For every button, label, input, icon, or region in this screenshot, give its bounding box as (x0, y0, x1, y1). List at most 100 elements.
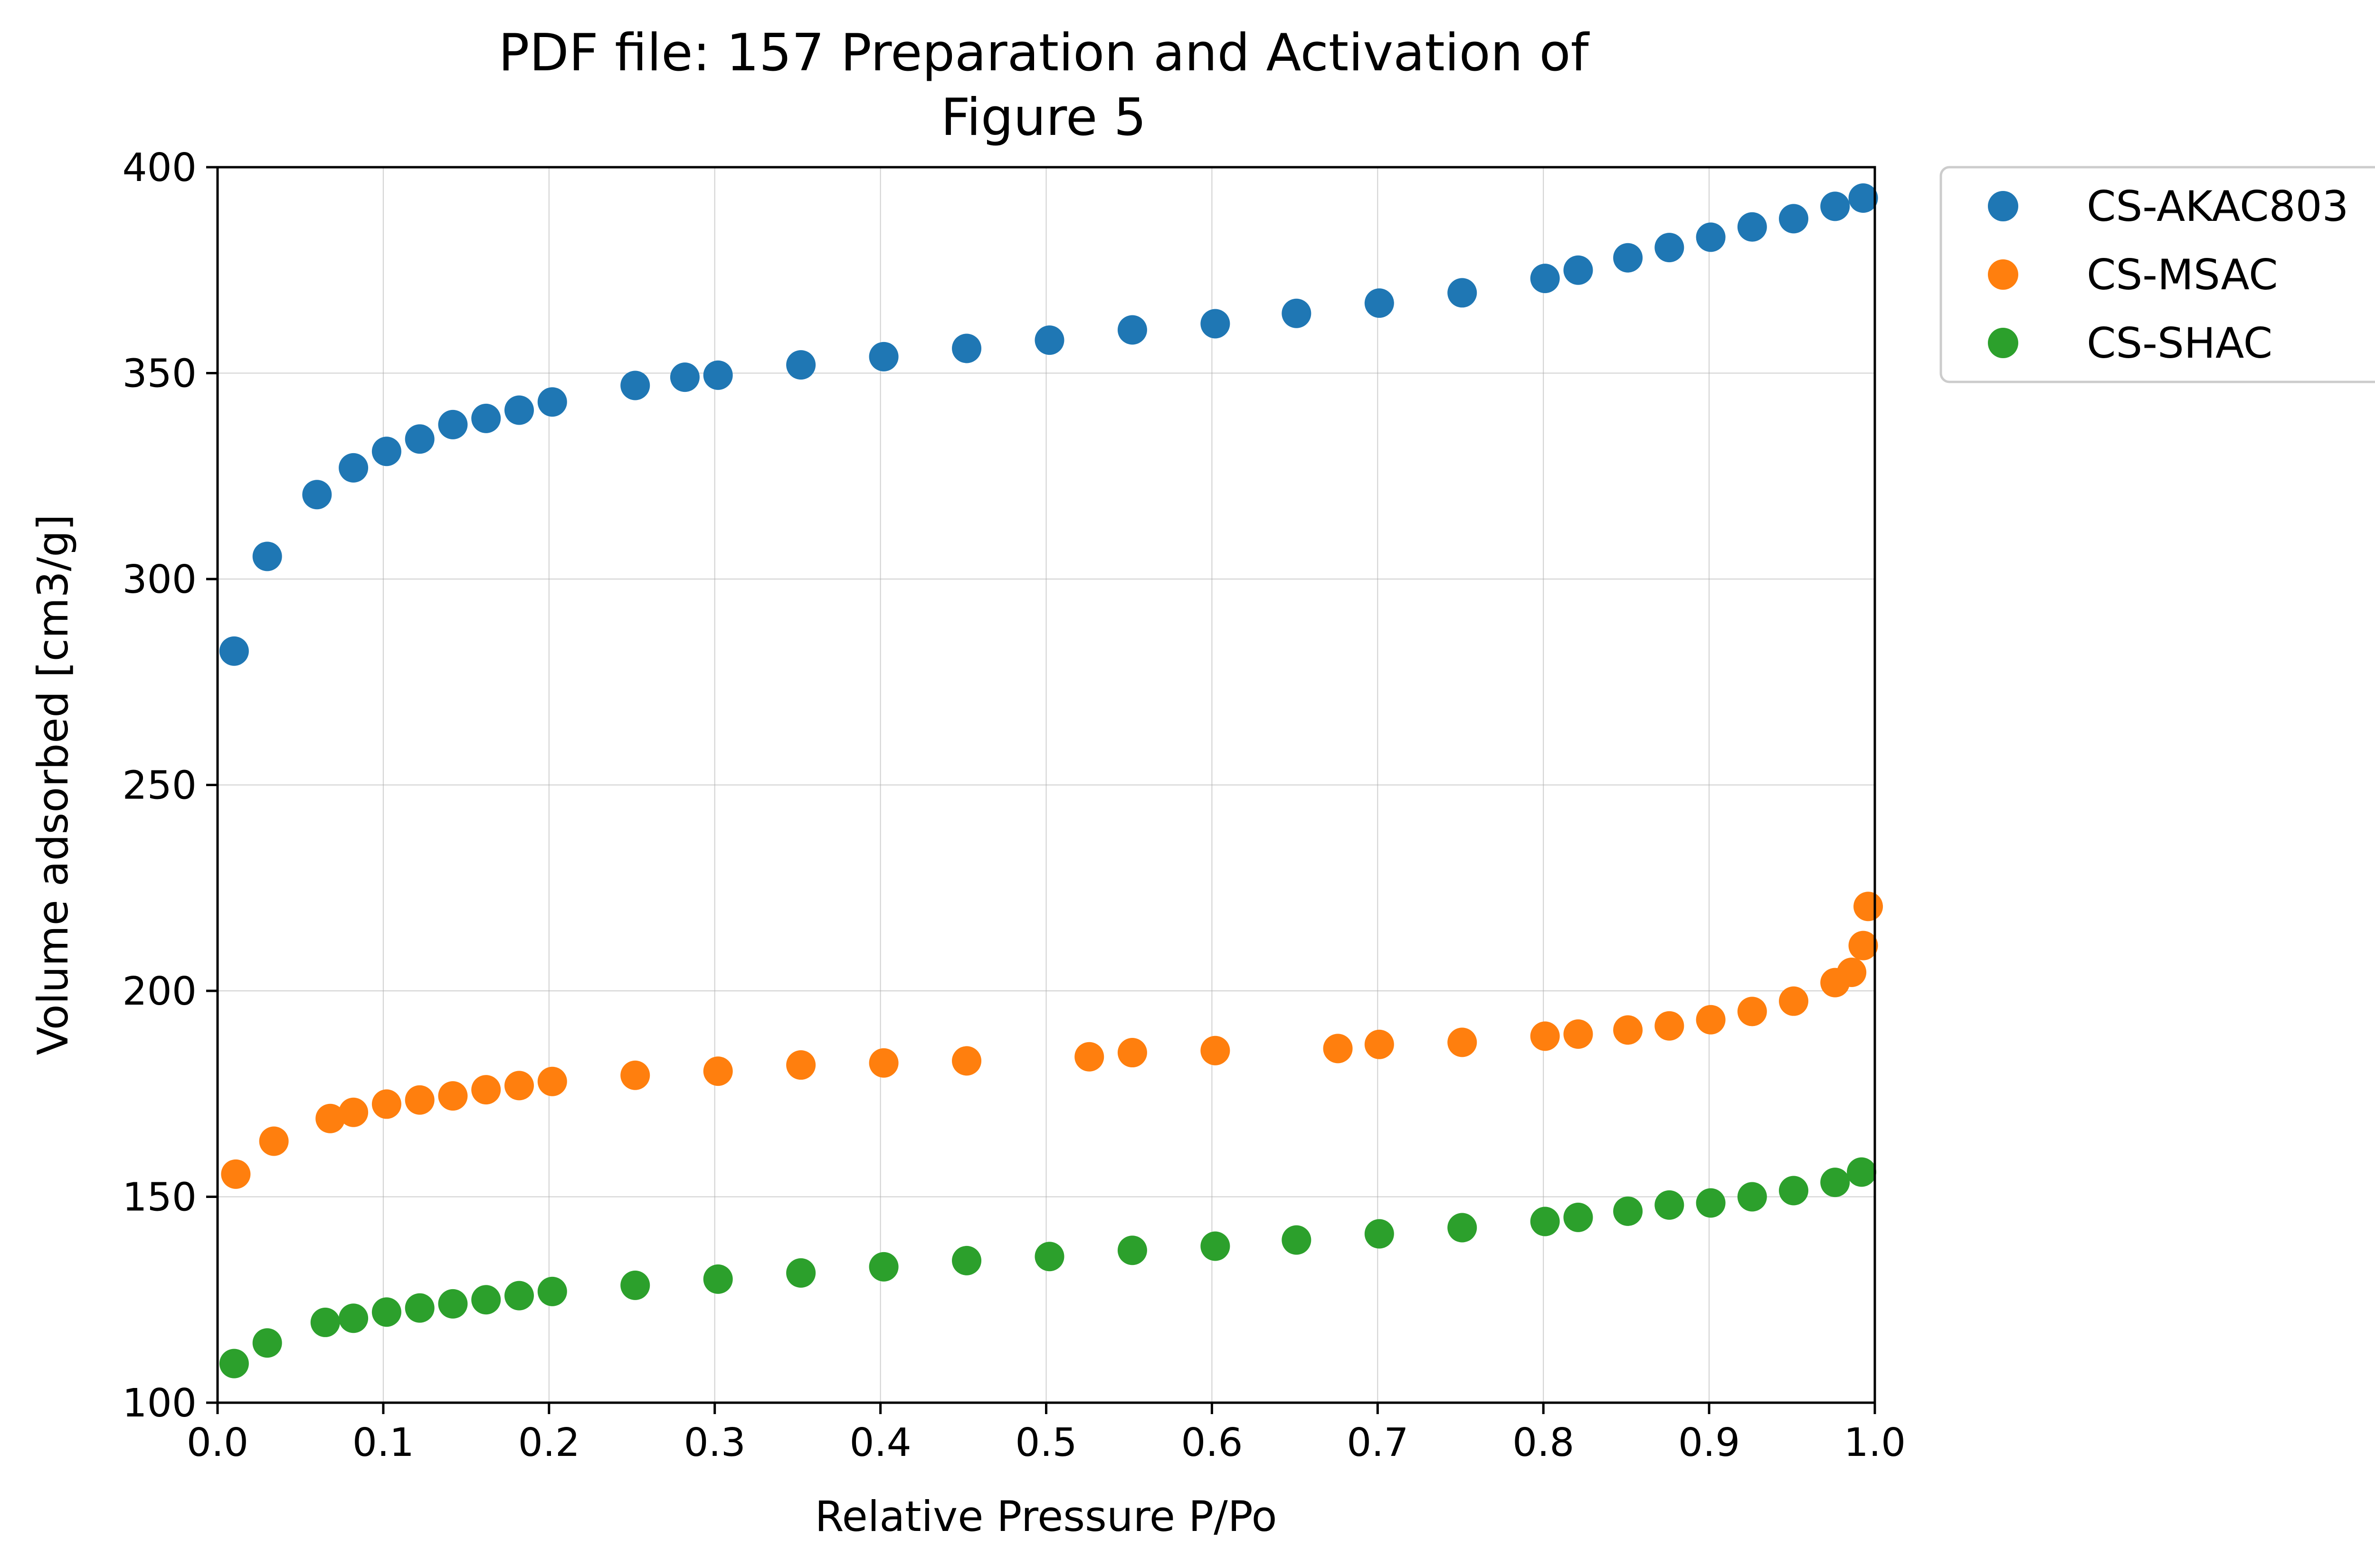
data-point (1848, 183, 1878, 213)
data-point (1737, 212, 1767, 242)
data-point (1530, 1021, 1560, 1051)
data-point (1847, 1157, 1877, 1187)
data-point (405, 1293, 435, 1323)
data-point (339, 1303, 369, 1333)
data-point (1563, 255, 1593, 285)
data-point (1074, 1042, 1104, 1072)
data-point (1696, 1188, 1726, 1218)
axis-ticks: 0.0 0.1 0.2 0.3 0.4 0.5 0.6 0.7 0.8 0.9 1.0 100 150 2… (122, 145, 1906, 1465)
data-point (537, 1066, 567, 1096)
x-tick-label: 0.8 (1512, 1420, 1574, 1465)
data-point (1447, 1027, 1477, 1057)
data-point (1820, 1168, 1850, 1197)
data-point (1323, 1034, 1353, 1064)
series-cs-akac803 (219, 183, 1878, 666)
legend-marker (1988, 259, 2018, 290)
data-point (1117, 315, 1147, 345)
y-tick-label: 400 (122, 145, 197, 190)
data-point (786, 1258, 816, 1288)
data-point (869, 1252, 899, 1282)
data-point (620, 371, 650, 400)
data-point (952, 333, 982, 363)
data-point (1200, 1231, 1230, 1261)
data-point (1853, 892, 1883, 922)
chart-title-line2: Figure 5 (941, 88, 1147, 147)
chart-title-line1: PDF file: 157 Preparation and Activation… (498, 23, 1590, 83)
data-point (952, 1245, 982, 1275)
legend-label: CS-SHAC (2087, 319, 2272, 368)
data-point (405, 1085, 435, 1115)
y-tick-label: 100 (122, 1381, 197, 1426)
data-point (620, 1270, 650, 1300)
data-point (1530, 1207, 1560, 1236)
data-point (869, 1048, 899, 1078)
x-tick-label: 0.0 (187, 1420, 248, 1465)
data-point (504, 395, 534, 425)
data-point (1737, 1182, 1767, 1212)
data-point (1779, 1176, 1809, 1206)
data-point (310, 1307, 340, 1337)
x-tick-label: 0.4 (849, 1420, 911, 1465)
data-point (670, 362, 700, 392)
data-point (1563, 1019, 1593, 1049)
data-point (219, 1349, 249, 1378)
data-point (471, 1075, 501, 1105)
data-point (438, 1289, 468, 1319)
data-point (1696, 222, 1726, 252)
data-point (302, 480, 332, 510)
x-tick-label: 0.5 (1015, 1420, 1077, 1465)
data-point (1364, 1219, 1394, 1249)
data-point (1447, 1213, 1477, 1243)
x-tick-label: 0.1 (352, 1420, 414, 1465)
legend-entries: CS-AKAC803 CS-MSAC CS-SHAC (1988, 182, 2349, 368)
y-tick-label: 250 (122, 763, 197, 808)
data-point (1837, 957, 1867, 987)
x-tick-label: 0.7 (1347, 1420, 1408, 1465)
data-point (471, 403, 501, 433)
data-point (1820, 191, 1850, 221)
data-point (219, 636, 249, 666)
data-point (371, 1297, 401, 1327)
legend-marker (1988, 328, 2018, 358)
series-cs-shac (219, 1157, 1877, 1378)
data-point (371, 437, 401, 466)
data-point (438, 1081, 468, 1111)
data-point (1737, 997, 1767, 1026)
data-point (1779, 204, 1809, 234)
data-point (339, 453, 369, 483)
plot-area-frame (216, 166, 1876, 1404)
legend-box (1939, 166, 2375, 383)
x-tick-label: 0.3 (684, 1420, 745, 1465)
data-point (1613, 243, 1643, 273)
data-point (1613, 1196, 1643, 1226)
series-cs-msac (221, 892, 1883, 1189)
data-point (1200, 1036, 1230, 1065)
data-point (1779, 986, 1809, 1016)
data-point (371, 1089, 401, 1119)
legend-label: CS-AKAC803 (2087, 182, 2349, 231)
data-point (952, 1046, 982, 1076)
data-point (405, 424, 435, 454)
data-point (703, 1264, 733, 1294)
data-point (438, 409, 468, 439)
y-tick-label: 150 (122, 1175, 197, 1220)
data-point (1447, 278, 1477, 308)
data-point (471, 1285, 501, 1315)
data-point (1364, 1029, 1394, 1059)
x-tick-label: 0.9 (1678, 1420, 1740, 1465)
data-point (1848, 931, 1878, 960)
data-point (537, 387, 567, 417)
data-point (221, 1159, 251, 1189)
data-point (1613, 1015, 1643, 1045)
data-point (504, 1281, 534, 1311)
data-point (1282, 298, 1311, 328)
y-axis-label: Volume adsorbed [cm3/g] (28, 514, 77, 1055)
x-axis-label: Relative Pressure P/Po (815, 1492, 1277, 1541)
data-point (786, 1050, 816, 1080)
data-point (1117, 1235, 1147, 1265)
data-point (703, 1056, 733, 1086)
data-point (1530, 264, 1560, 294)
y-tick-label: 300 (122, 557, 197, 602)
data-point (620, 1060, 650, 1090)
